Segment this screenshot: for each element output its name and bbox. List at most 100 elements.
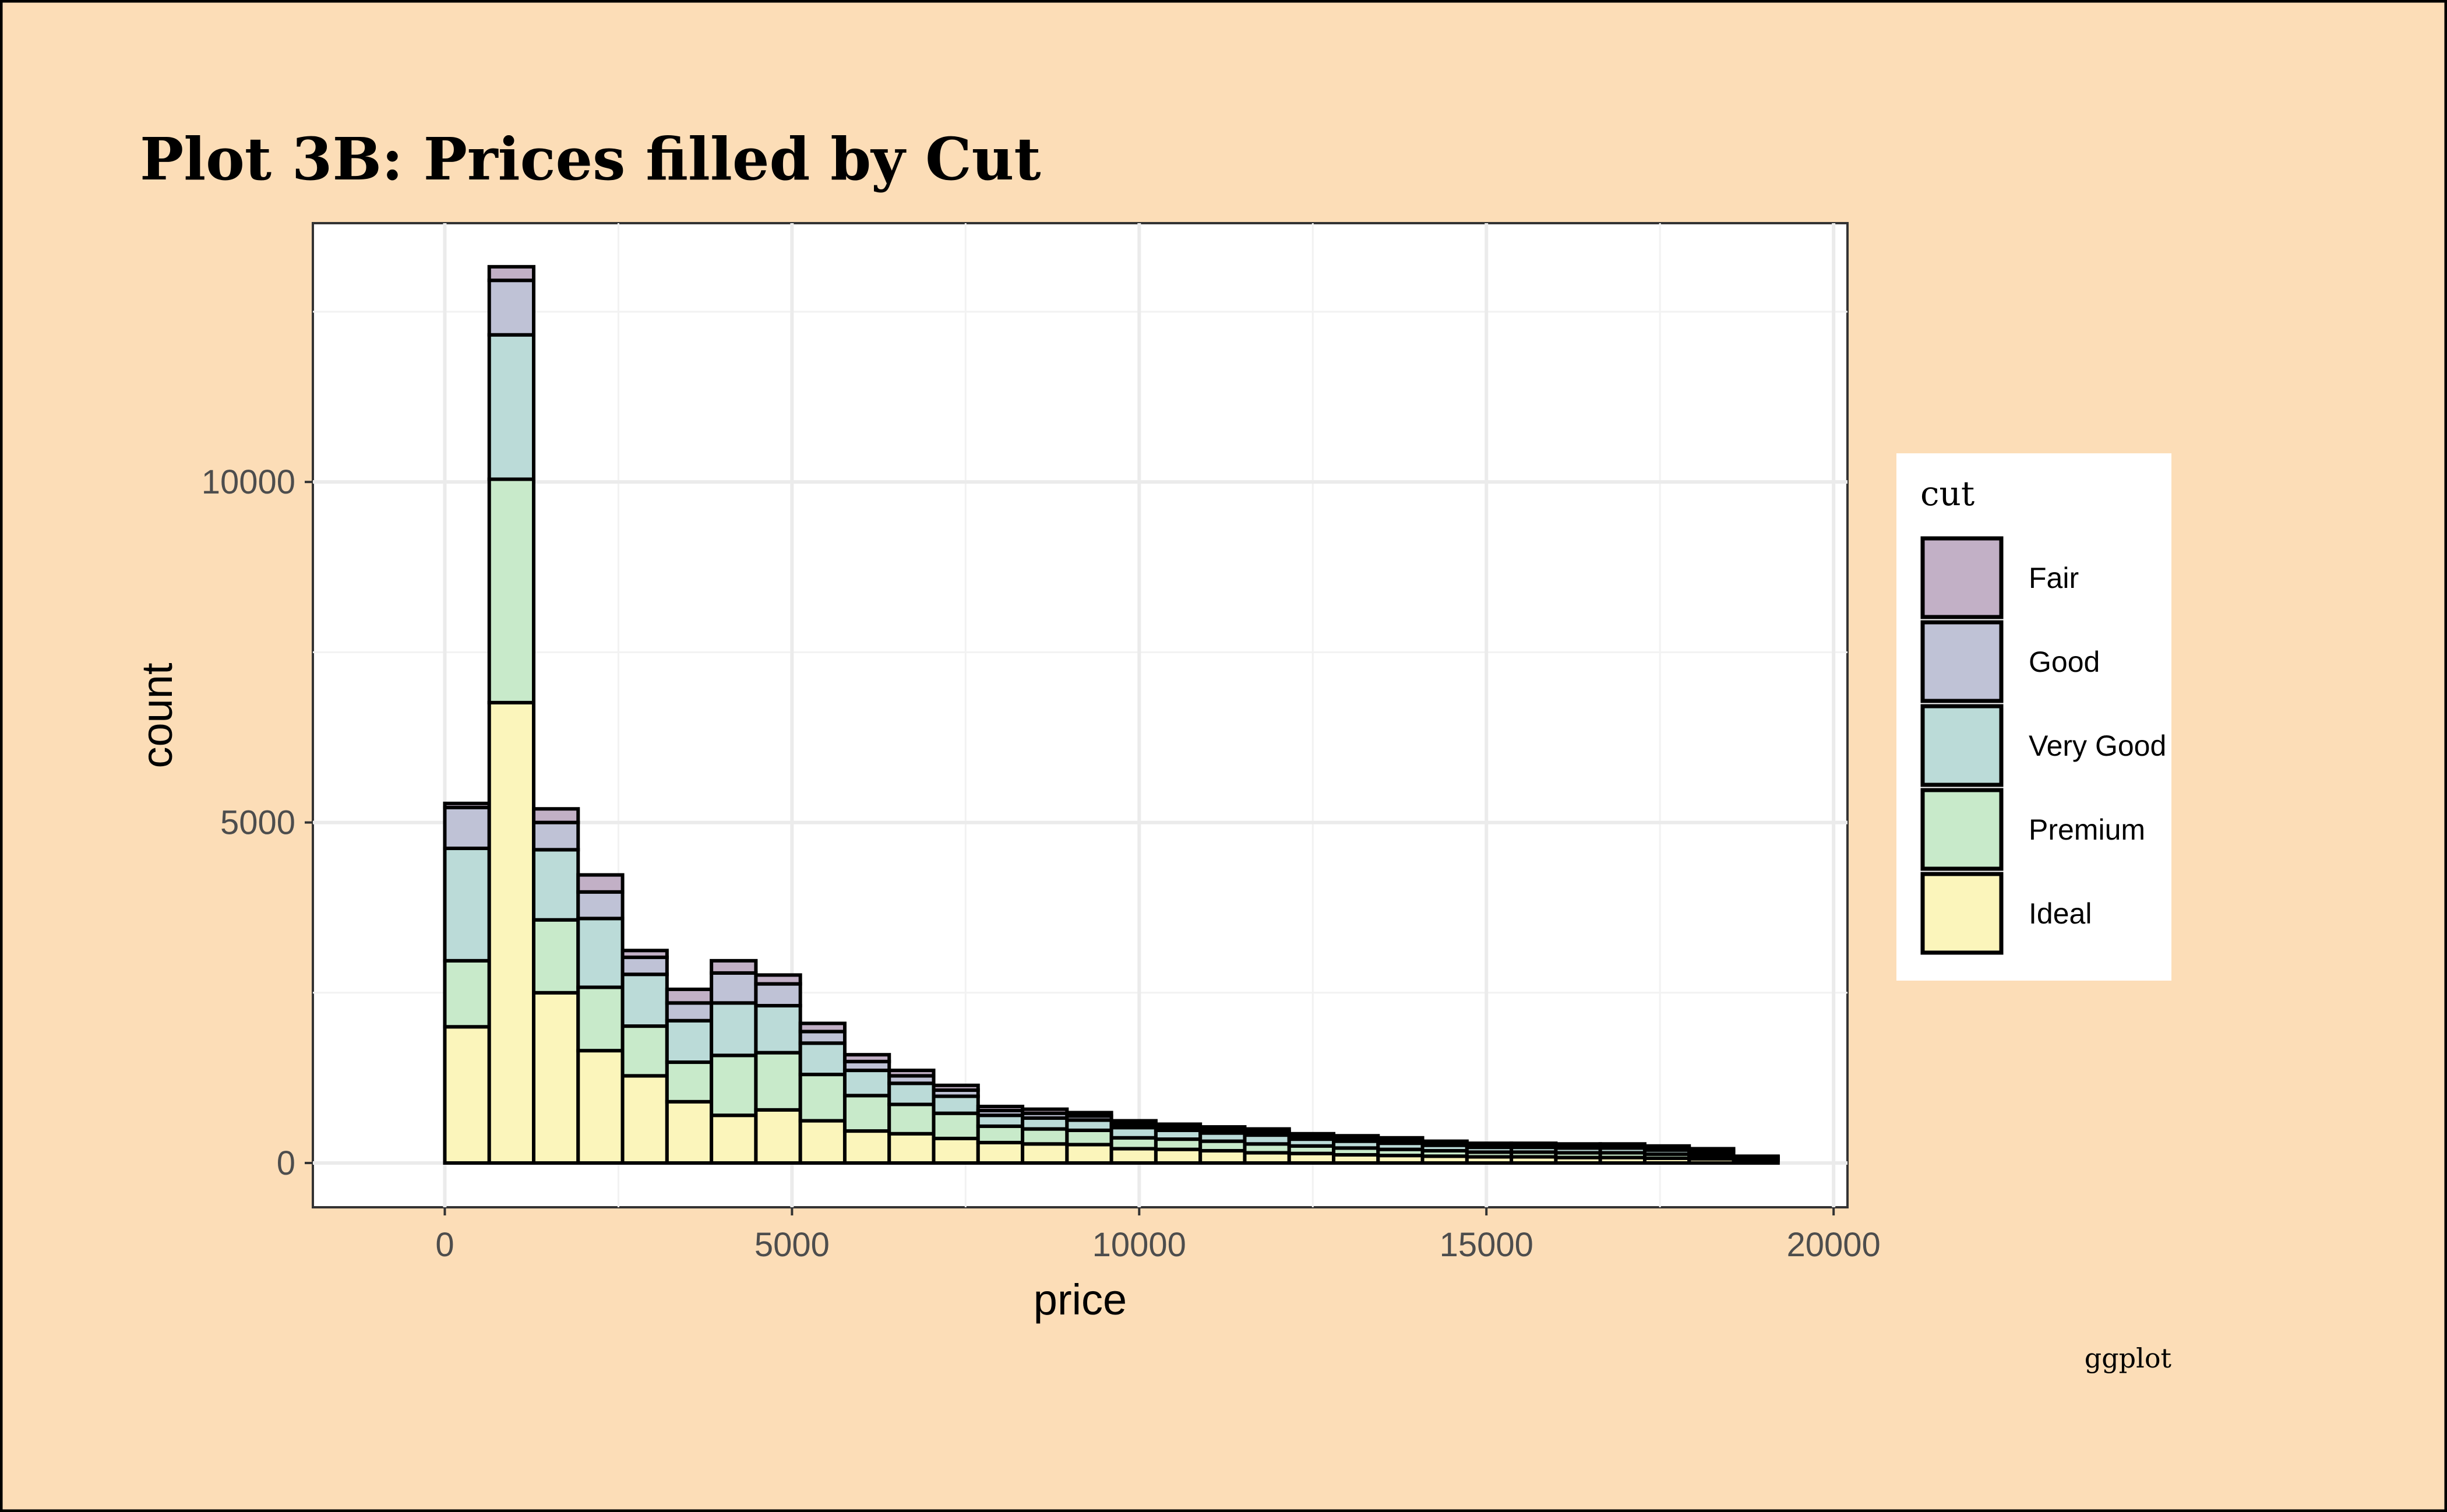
bar-very-good xyxy=(576,917,625,989)
bar-fair xyxy=(1109,1119,1158,1126)
bar-ideal xyxy=(576,1049,625,1165)
bar-fair xyxy=(1243,1127,1291,1134)
bar-premium xyxy=(532,918,580,995)
bar-ideal xyxy=(1021,1142,1069,1165)
bar-ideal xyxy=(665,1099,714,1165)
bar-fair xyxy=(1332,1134,1380,1140)
legend: cut Fair Good Very Good Premium Ideal xyxy=(1896,453,2171,981)
bar-premium xyxy=(665,1060,714,1104)
bar-premium xyxy=(443,958,491,1029)
bar-good xyxy=(665,1001,714,1023)
legend-title: cut xyxy=(1920,474,1974,513)
bar-very-good xyxy=(932,1094,980,1115)
bar-ideal xyxy=(1198,1148,1247,1165)
bar-fair xyxy=(1465,1141,1514,1147)
legend-label: Premium xyxy=(2029,813,2145,846)
bar-fair xyxy=(842,1053,891,1063)
bar-premium xyxy=(620,1024,669,1078)
bar-premium xyxy=(576,985,625,1053)
legend-key-good xyxy=(1920,620,2004,703)
bar-fair xyxy=(798,1021,847,1034)
x-tick-label: 10000 xyxy=(1092,1226,1186,1264)
y-axis-ticks: 0 5000 10000 xyxy=(202,463,313,1182)
bar-ideal xyxy=(932,1136,980,1165)
bar-good xyxy=(487,279,536,337)
bar-ideal xyxy=(887,1132,936,1165)
bar-fair xyxy=(1154,1122,1203,1129)
legend-key-ideal xyxy=(1920,872,2004,955)
bar-premium xyxy=(798,1073,847,1123)
bar-premium xyxy=(887,1102,936,1136)
bar-fair xyxy=(1732,1154,1780,1159)
bar-ideal xyxy=(620,1074,669,1165)
bar-premium xyxy=(754,1051,802,1112)
bar-very-good xyxy=(887,1081,936,1106)
bar-ideal xyxy=(443,1025,491,1165)
bar-fair xyxy=(754,973,802,986)
bar-premium xyxy=(976,1124,1025,1144)
bar-very-good xyxy=(754,1004,802,1055)
y-tick-label: 10000 xyxy=(202,463,295,501)
bar-fair xyxy=(1287,1132,1336,1139)
bar-premium xyxy=(842,1094,891,1133)
bar-fair xyxy=(976,1105,1025,1113)
legend-label: Very Good xyxy=(2029,729,2166,762)
x-axis-label: price xyxy=(1034,1275,1127,1324)
bar-fair xyxy=(887,1069,936,1078)
bar-good xyxy=(620,956,669,977)
bar-fair xyxy=(1642,1144,1691,1150)
bar-good xyxy=(710,971,758,1005)
bar-fair xyxy=(1198,1125,1247,1132)
bar-fair xyxy=(1420,1139,1469,1146)
bar-ideal xyxy=(754,1108,802,1165)
bar-fair xyxy=(1687,1147,1736,1152)
bar-fair xyxy=(710,958,758,975)
bar-ideal xyxy=(976,1140,1025,1165)
bar-ideal xyxy=(798,1119,847,1165)
legend-label: Ideal xyxy=(2029,897,2092,930)
bar-fair xyxy=(1510,1141,1558,1147)
bar-fair xyxy=(576,873,625,894)
legend-keys: Fair Good Very Good Premium Ideal xyxy=(1920,536,2166,955)
bar-fair xyxy=(1065,1111,1113,1118)
y-axis-label: count xyxy=(133,662,181,768)
bar-ideal xyxy=(487,700,536,1165)
bar-fair xyxy=(532,807,580,824)
legend-label: Good xyxy=(2029,646,2100,678)
caption: ggplot xyxy=(2085,1342,2172,1374)
y-tick-label: 0 xyxy=(277,1144,295,1182)
chart-title: Plot 3B: Prices filled by Cut xyxy=(140,125,1041,193)
legend-key-fair xyxy=(1920,536,2004,619)
bar-fair xyxy=(443,801,491,809)
bar-good xyxy=(532,820,580,852)
bar-very-good xyxy=(665,1018,714,1065)
x-tick-label: 15000 xyxy=(1440,1226,1533,1264)
bar-very-good xyxy=(842,1069,891,1098)
bar-good xyxy=(443,805,491,851)
bar-very-good xyxy=(487,333,536,481)
bar-premium xyxy=(487,477,536,704)
bar-ideal xyxy=(1109,1147,1158,1165)
bar-fair xyxy=(1376,1136,1425,1143)
bar-very-good xyxy=(532,848,580,922)
bar-premium xyxy=(1021,1127,1069,1146)
bar-fair xyxy=(1554,1142,1602,1148)
bar-ideal xyxy=(532,991,580,1165)
x-tick-label: 0 xyxy=(435,1226,454,1264)
bar-fair xyxy=(932,1083,980,1092)
bar-premium xyxy=(1065,1128,1113,1147)
bar-ideal xyxy=(842,1129,891,1165)
bar-fair xyxy=(1598,1142,1646,1148)
bar-fair xyxy=(1021,1107,1069,1115)
legend-key-very-good xyxy=(1920,704,2004,787)
bar-fair xyxy=(487,265,536,283)
legend-key-premium xyxy=(1920,788,2004,871)
bar-ideal xyxy=(1154,1147,1203,1165)
bar-good xyxy=(754,982,802,1008)
bar-good xyxy=(576,890,625,921)
x-tick-label: 5000 xyxy=(754,1226,830,1264)
bar-very-good xyxy=(798,1041,847,1077)
x-axis-ticks: 0 5000 10000 15000 20000 xyxy=(435,1207,1881,1264)
bar-fair xyxy=(620,949,669,960)
